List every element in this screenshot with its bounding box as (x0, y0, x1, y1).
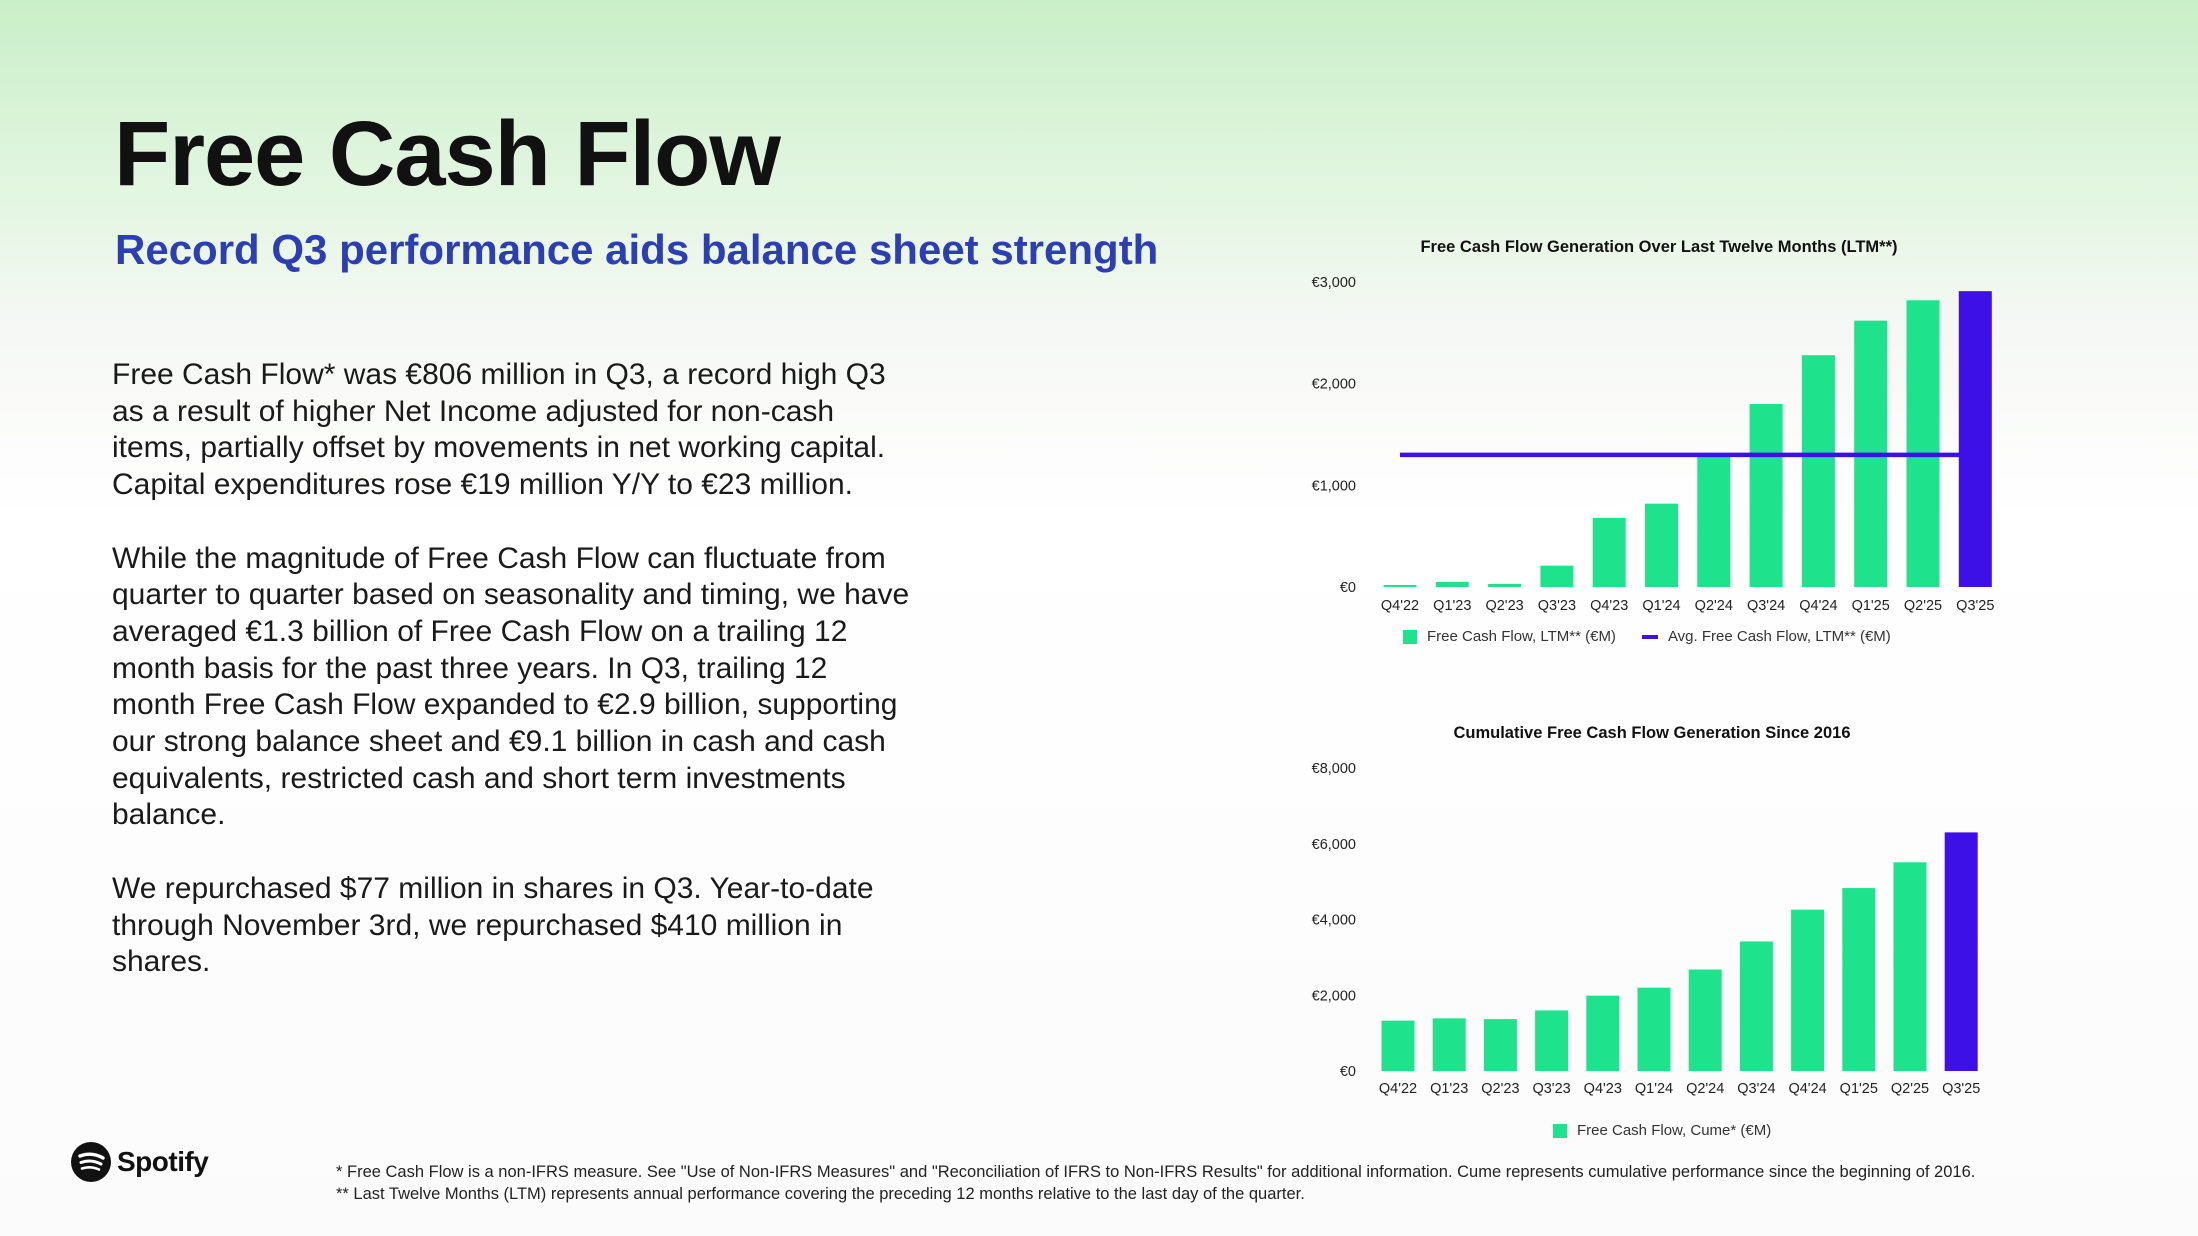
x-tick-label: Q3'25 (1956, 598, 1994, 614)
y-tick-label: €3,000 (1312, 275, 1356, 291)
x-tick-label: Q1'25 (1852, 598, 1890, 614)
bar (1483, 1019, 1517, 1071)
bar (1791, 909, 1825, 1071)
y-tick-label: €2,000 (1312, 988, 1356, 1004)
y-tick-label: €0 (1340, 1064, 1356, 1080)
x-tick-label: Q3'23 (1532, 1081, 1570, 1097)
bar (1381, 1020, 1415, 1071)
bar (1637, 987, 1671, 1071)
bar (1535, 1010, 1569, 1071)
x-tick-label: Q1'23 (1433, 598, 1471, 614)
spotify-logo: Spotify (71, 1142, 209, 1182)
x-tick-label: Q4'24 (1788, 1081, 1826, 1097)
bar (1749, 404, 1783, 587)
x-tick-label: Q3'24 (1747, 598, 1785, 614)
chart-2-legend: Free Cash Flow, Cume* (€M) (1553, 1122, 1771, 1139)
chart-1-legend: Free Cash Flow, LTM** (€M) Avg. Free Cas… (1403, 628, 1891, 645)
x-tick-label: Q2'23 (1481, 1081, 1519, 1097)
x-tick-label: Q1'24 (1635, 1081, 1673, 1097)
bar (1944, 832, 1978, 1071)
legend-swatch-ltm (1403, 629, 1417, 644)
x-tick-label: Q1'25 (1840, 1081, 1878, 1097)
x-tick-label: Q1'23 (1430, 1081, 1468, 1097)
x-tick-label: Q2'23 (1485, 598, 1523, 614)
bar (1645, 503, 1678, 587)
legend-swatch-avg (1641, 634, 1658, 639)
footnotes: * Free Cash Flow is a non-IFRS measure. … (336, 1161, 2096, 1205)
bar (1801, 355, 1835, 587)
legend-label-ltm: Free Cash Flow, LTM** (€M) (1427, 628, 1616, 645)
y-tick-label: €8,000 (1312, 761, 1356, 777)
x-tick-label: Q3'24 (1737, 1081, 1775, 1097)
bar (1488, 583, 1522, 587)
slide-subtitle: Record Q3 performance aids balance sheet… (115, 226, 1159, 273)
body-text: Free Cash Flow* was €806 million in Q3, … (112, 357, 912, 1018)
paragraph-fcf-q3: Free Cash Flow* was €806 million in Q3, … (112, 358, 886, 502)
bar (1432, 1018, 1466, 1071)
bar (1739, 941, 1773, 1071)
spotify-icon (71, 1142, 111, 1182)
x-tick-label: Q4'22 (1379, 1081, 1417, 1097)
legend-label-avg: Avg. Free Cash Flow, LTM** (€M) (1667, 628, 1891, 645)
x-tick-label: Q2'25 (1891, 1081, 1929, 1097)
y-tick-label: €2,000 (1312, 377, 1356, 393)
bar (1540, 565, 1574, 587)
x-tick-label: Q4'24 (1799, 598, 1837, 614)
bar (1688, 969, 1722, 1071)
bar (1958, 291, 1992, 587)
spotify-wordmark: Spotify (117, 1146, 209, 1177)
y-tick-label: €0 (1340, 580, 1356, 596)
y-tick-label: €4,000 (1312, 913, 1356, 929)
footnote-2: ** Last Twelve Months (LTM) represents a… (336, 1185, 1305, 1203)
x-tick-label: Q2'24 (1686, 1081, 1724, 1097)
bar (1697, 455, 1731, 587)
bar (1435, 581, 1469, 587)
x-tick-label: Q3'25 (1942, 1081, 1980, 1097)
bar (1906, 300, 1940, 587)
x-tick-label: Q3'23 (1538, 598, 1576, 614)
x-tick-label: Q1'24 (1642, 598, 1680, 614)
chart-2-title: Cumulative Free Cash Flow Generation Sin… (1453, 724, 1851, 742)
y-tick-label: €1,000 (1312, 478, 1356, 494)
legend-label-cume: Free Cash Flow, Cume* (€M) (1577, 1122, 1772, 1139)
paragraph-fcf-trailing: While the magnitude of Free Cash Flow ca… (112, 541, 910, 832)
bar (1383, 584, 1417, 587)
x-tick-label: Q4'23 (1584, 1081, 1622, 1097)
x-tick-label: Q4'22 (1381, 598, 1419, 614)
footnote-1: * Free Cash Flow is a non-IFRS measure. … (336, 1163, 1976, 1181)
paragraph-repurchase: We repurchased $77 million in shares in … (112, 871, 874, 979)
x-tick-label: Q2'25 (1904, 598, 1942, 614)
bar (1586, 995, 1620, 1071)
bar (1842, 888, 1876, 1071)
bar (1592, 517, 1626, 587)
bar (1893, 862, 1927, 1071)
x-tick-label: Q2'24 (1695, 598, 1733, 614)
chart-1-title: Free Cash Flow Generation Over Last Twel… (1420, 238, 1898, 256)
x-tick-label: Q4'23 (1590, 598, 1628, 614)
legend-swatch-cume (1553, 1123, 1567, 1138)
slide-title: Free Cash Flow (114, 103, 781, 205)
y-tick-label: €6,000 (1312, 837, 1356, 853)
